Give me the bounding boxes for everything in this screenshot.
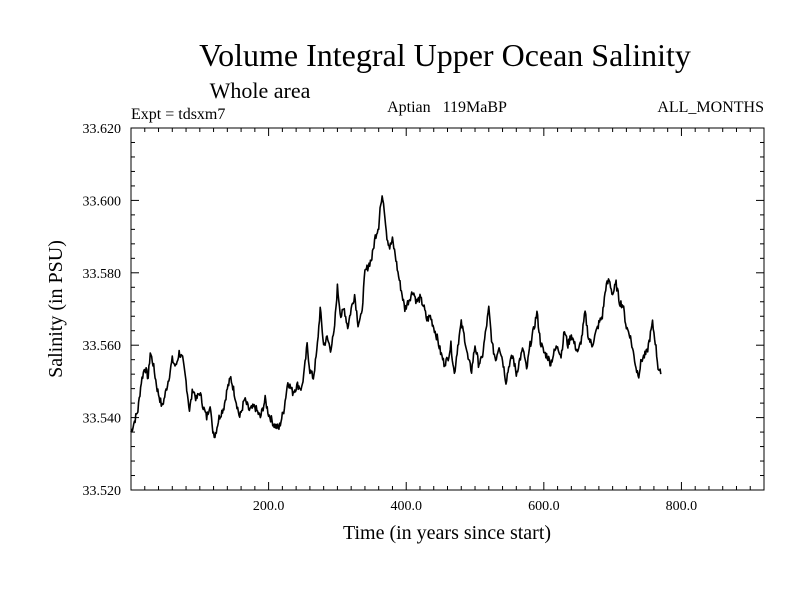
plot-frame [130,127,765,491]
chart-subtitle: Whole area [210,78,311,103]
x-tick-label: 800.0 [666,499,698,514]
y-tick-label: 33.580 [83,267,122,282]
period-label: Aptian 119MaBP [387,99,507,116]
salinity-series-line [130,195,662,439]
chart-title: Volume Integral Upper Ocean Salinity [199,37,691,73]
x-tick-label: 200.0 [253,499,285,514]
x-tick-label: 400.0 [390,499,422,514]
tick-labels: 200.0 400.0 600.0 800.0 33.520 33.540 33.560 33… [83,122,698,514]
x-axis-label: Time (in years since start) [343,522,551,544]
y-tick-label: 33.540 [83,412,122,427]
y-tick-label: 33.620 [83,122,122,137]
months-label: ALL_MONTHS [657,99,764,116]
y-axis-label: Salinity (in PSU) [45,240,67,378]
y-tick-label: 33.560 [83,339,122,354]
y-tick-label: 33.520 [83,484,122,499]
x-tick-label: 600.0 [528,499,560,514]
y-tick-label: 33.600 [83,194,122,209]
axis-ticks [131,128,764,490]
experiment-label: Expt = tdsxm7 [131,106,225,123]
